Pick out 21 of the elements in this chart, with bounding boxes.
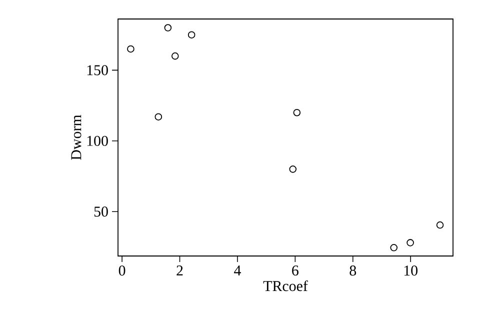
x-tick-label: 8 xyxy=(350,266,356,276)
x-tick-label: 0 xyxy=(118,266,126,276)
point xyxy=(289,166,297,173)
y-tick-label: 100 xyxy=(87,136,108,146)
y-tick-label: 50 xyxy=(94,206,108,217)
y-axis-title: Dworm xyxy=(71,114,82,160)
point xyxy=(171,52,179,60)
point xyxy=(293,108,301,116)
x-tick-label: 10 xyxy=(404,266,418,276)
point xyxy=(406,239,414,246)
y-tick-label: 150 xyxy=(87,65,108,76)
x-tick-label: 2 xyxy=(176,266,183,276)
x-axis-title: TRcoef xyxy=(263,280,308,292)
point xyxy=(188,31,196,38)
point xyxy=(436,221,444,229)
point xyxy=(127,45,134,53)
x-tick-label: 4 xyxy=(234,266,241,276)
point xyxy=(390,244,398,252)
point xyxy=(154,113,162,121)
x-tick-label: 6 xyxy=(292,266,298,276)
point xyxy=(164,24,172,32)
